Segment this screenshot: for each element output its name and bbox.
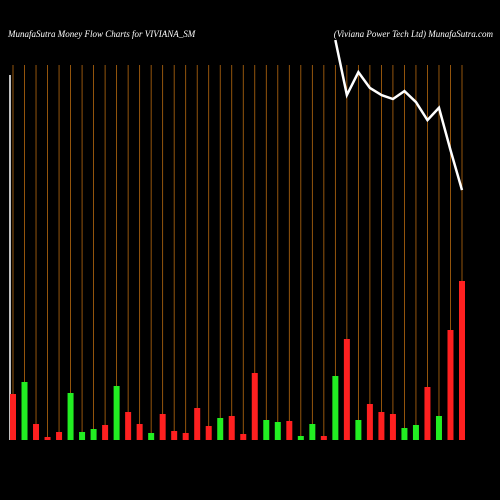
chart-subtitle: (Viviana Power Tech Ltd) MunafaSutra.com xyxy=(334,29,494,39)
bar xyxy=(21,382,28,440)
bar xyxy=(159,414,166,440)
bar xyxy=(148,433,155,440)
bar xyxy=(459,281,465,440)
money-flow-line xyxy=(334,39,464,191)
bar xyxy=(217,418,224,440)
bar xyxy=(309,424,316,440)
bar xyxy=(171,431,178,440)
bar xyxy=(320,436,327,440)
bar xyxy=(240,434,247,440)
bar xyxy=(33,424,40,440)
bar xyxy=(366,404,373,440)
bar xyxy=(56,432,63,440)
bar xyxy=(79,432,86,440)
bar xyxy=(286,421,293,440)
bar xyxy=(389,414,396,440)
bar xyxy=(10,394,16,440)
bar xyxy=(102,425,109,440)
bar xyxy=(401,428,408,440)
bar xyxy=(44,437,51,440)
bar xyxy=(194,408,201,440)
bar xyxy=(205,426,212,440)
bar xyxy=(378,412,385,440)
bar xyxy=(90,429,97,440)
bar xyxy=(113,386,120,440)
bar xyxy=(228,416,235,440)
bar xyxy=(343,339,350,440)
bar xyxy=(332,376,339,440)
chart-title: MunafaSutra Money Flow Charts for VIVIAN… xyxy=(7,29,196,39)
bar xyxy=(447,330,454,440)
bar xyxy=(355,420,362,440)
bar xyxy=(136,424,143,440)
bar xyxy=(297,436,304,440)
bar xyxy=(274,422,281,440)
bar xyxy=(412,425,419,440)
bar xyxy=(424,387,431,440)
bar xyxy=(435,416,442,440)
bar xyxy=(263,420,270,440)
bar xyxy=(67,393,74,440)
bar xyxy=(125,412,132,440)
bar xyxy=(182,433,189,440)
bar xyxy=(251,373,258,440)
